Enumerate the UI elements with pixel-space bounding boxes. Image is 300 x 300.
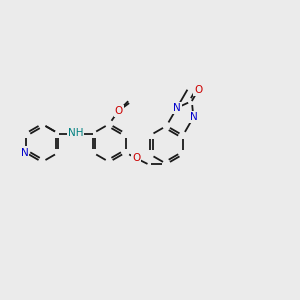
Text: N: N (190, 112, 197, 122)
Text: N: N (173, 103, 181, 113)
Text: N: N (21, 148, 28, 158)
Text: O: O (194, 85, 202, 94)
Text: O: O (132, 153, 140, 163)
Text: O: O (115, 106, 123, 116)
Text: NH: NH (68, 128, 83, 139)
